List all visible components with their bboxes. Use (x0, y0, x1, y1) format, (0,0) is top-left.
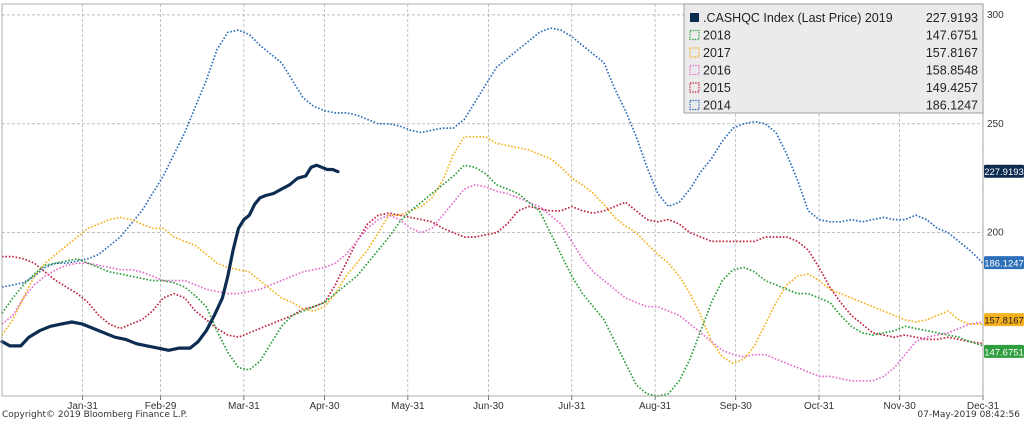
legend-label: 2016 (703, 64, 731, 78)
legend-swatch (689, 29, 700, 41)
last-value-tag-text: 147.6751 (984, 347, 1024, 358)
legend-value: 157.8167 (926, 46, 978, 60)
legend-swatch (690, 13, 699, 22)
x-tick-label: Jun-30 (473, 401, 504, 412)
legend-swatch (689, 64, 700, 76)
legend-label: 2014 (703, 99, 731, 113)
series-line-2019 (0, 163, 340, 352)
series-line-2018 (1, 164, 984, 397)
legend-label: 2015 (703, 81, 731, 95)
timestamp-text: 07-May-2019 08:42:56 (917, 410, 1020, 420)
legend-label: 2017 (703, 46, 731, 60)
legend: .CASHQC Index (Last Price) 2019 227.9193 2… (683, 3, 984, 114)
x-tick-label: Jul-31 (558, 401, 586, 412)
axes: Jan-31 Feb-29 Mar-31 Apr-30 May-31 Jun-30 Jul-… (1, 3, 1004, 412)
x-tick-label: Aug-31 (639, 401, 672, 412)
x-tick-label: Mar-31 (228, 401, 260, 412)
series-lines (0, 27, 984, 397)
y-tick-label: 250 (987, 119, 1004, 130)
legend-value: 227.9193 (926, 11, 978, 25)
legend-value: 147.6751 (926, 29, 978, 43)
x-tick-label: Apr-30 (310, 401, 340, 412)
x-tick-label: Sep-30 (720, 401, 753, 412)
series-line-2016 (1, 183, 984, 382)
legend-swatch (689, 99, 700, 111)
legend-value: 149.4257 (926, 81, 978, 95)
legend-value: 158.8548 (926, 64, 978, 78)
last-value-tag-2018 (984, 344, 1024, 358)
last-value-tag-2014 (984, 256, 1024, 270)
legend-value: 186.1247 (926, 99, 978, 113)
x-tick-label: Feb-29 (145, 401, 177, 412)
plot-frame (1, 3, 984, 397)
y-tick-label: 200 (987, 228, 1004, 239)
copyright-text: Copyright© 2019 Bloomberg Finance L.P. (2, 410, 188, 420)
series-line-2015 (2, 201, 984, 345)
x-tick-label: Oct-31 (804, 401, 834, 412)
x-tick-label: Dec-31 (967, 401, 1000, 412)
y-tick-label: 300 (987, 10, 1004, 21)
legend-label: .CASHQC Index (Last Price) 2019 (703, 11, 893, 25)
last-value-tags: 227.9193 147.6751 157.8167 186.1247 (984, 164, 1024, 358)
last-value-tag-text: 157.8167 (984, 316, 1024, 327)
legend-box (683, 3, 984, 114)
legend-swatch (689, 47, 700, 58)
legend-label: 2018 (703, 29, 731, 43)
series-line-2014 (1, 27, 984, 288)
last-value-tag-text: 227.9193 (984, 167, 1024, 178)
series-line-2017 (1, 135, 983, 365)
x-tick-label: Jan-31 (67, 401, 98, 412)
last-value-tag-2017 (984, 313, 1024, 327)
last-value-tag-2019 (984, 164, 1024, 178)
legend-swatch (689, 82, 700, 93)
x-tick-label: Nov-30 (884, 401, 917, 412)
x-tick-label: May-31 (391, 401, 425, 412)
last-value-tag-text: 186.1247 (984, 259, 1024, 270)
